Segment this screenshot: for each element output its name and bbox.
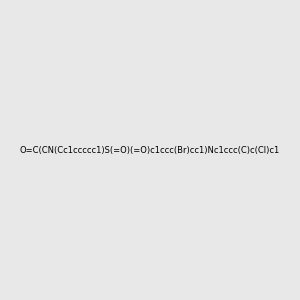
Text: O=C(CN(Cc1ccccc1)S(=O)(=O)c1ccc(Br)cc1)Nc1ccc(C)c(Cl)c1: O=C(CN(Cc1ccccc1)S(=O)(=O)c1ccc(Br)cc1)N…: [20, 146, 280, 154]
